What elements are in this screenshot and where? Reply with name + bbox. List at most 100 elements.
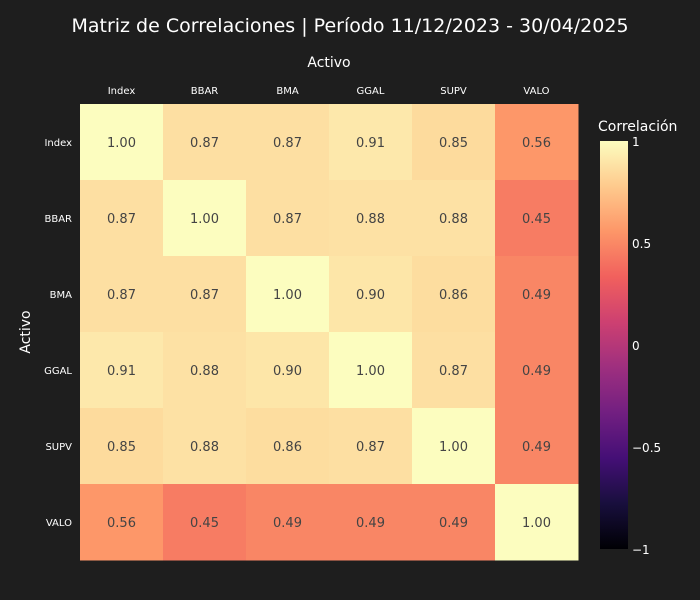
x-tick-label: GGAL xyxy=(357,86,385,97)
heatmap-cell xyxy=(412,256,496,333)
cell-value-label: 0.90 xyxy=(273,364,302,379)
cell-value-label: 0.87 xyxy=(273,136,302,151)
heatmap-cell xyxy=(246,332,330,409)
heatmap-cell xyxy=(412,408,496,485)
heatmap-cell xyxy=(495,408,579,485)
cell-value-label: 1.00 xyxy=(356,364,385,379)
cell-value-label: 0.88 xyxy=(190,364,219,379)
heatmap-cell xyxy=(495,484,579,561)
cell-value-label: 0.45 xyxy=(522,212,551,227)
heatmap-cell xyxy=(246,484,330,561)
heatmap-cell xyxy=(246,180,330,257)
heatmap-cell xyxy=(163,180,247,257)
cell-value-label: 1.00 xyxy=(190,212,219,227)
cell-value-label: 1.00 xyxy=(522,516,551,531)
cell-value-label: 0.87 xyxy=(439,364,468,379)
heatmap-cell xyxy=(163,332,247,409)
heatmap-cell xyxy=(412,332,496,409)
y-tick-label: GGAL xyxy=(44,366,72,377)
heatmap-cell xyxy=(80,484,164,561)
heatmap-cell xyxy=(412,484,496,561)
cell-value-label: 0.87 xyxy=(273,212,302,227)
colorbar-tick-label: 0.5 xyxy=(632,237,651,251)
cell-value-label: 0.86 xyxy=(439,288,468,303)
y-axis-tick-labels: Index BBAR BMA GGAL SUPV VALO xyxy=(44,138,72,529)
heatmap-cell xyxy=(412,104,496,181)
cell-value-label: 0.91 xyxy=(107,364,136,379)
heatmap-cell xyxy=(80,332,164,409)
cell-value-label: 0.85 xyxy=(107,440,136,455)
heatmap-cell xyxy=(80,256,164,333)
colorbar-tick-labels: 1 0.5 0 −0.5 −1 xyxy=(632,135,661,557)
heatmap-cell xyxy=(163,484,247,561)
colorbar xyxy=(600,141,628,549)
heatmap-cell xyxy=(246,256,330,333)
heatmap-cell xyxy=(246,408,330,485)
heatmap-cell xyxy=(495,256,579,333)
heatmap-cell xyxy=(495,332,579,409)
cell-value-label: 0.91 xyxy=(356,136,385,151)
y-axis-title: Activo xyxy=(18,310,34,353)
heatmap-cell xyxy=(163,256,247,333)
heatmap-cell xyxy=(329,256,413,333)
cell-value-label: 0.49 xyxy=(356,516,385,531)
colorbar-tick-label: 0 xyxy=(632,339,640,353)
cell-value-label: 0.45 xyxy=(190,516,219,531)
x-tick-label: Index xyxy=(108,86,136,97)
cell-value-label: 0.90 xyxy=(356,288,385,303)
cell-value-label: 1.00 xyxy=(107,136,136,151)
cell-value-label: 0.88 xyxy=(356,212,385,227)
heatmap-cell xyxy=(80,408,164,485)
heatmap-cell xyxy=(163,408,247,485)
heatmap-cell xyxy=(329,180,413,257)
heatmap-cell xyxy=(329,484,413,561)
x-axis-tick-labels: Index BBAR BMA GGAL SUPV VALO xyxy=(108,86,550,97)
cell-value-label: 0.87 xyxy=(190,288,219,303)
y-tick-label: Index xyxy=(44,138,72,149)
heatmap-cell xyxy=(80,180,164,257)
cell-value-label: 0.56 xyxy=(522,136,551,151)
cell-value-label: 0.86 xyxy=(273,440,302,455)
cell-value-label: 0.85 xyxy=(439,136,468,151)
x-tick-label: VALO xyxy=(523,86,549,97)
heatmap-cell xyxy=(80,104,164,181)
colorbar-tick-label: 1 xyxy=(632,135,640,149)
y-tick-label: SUPV xyxy=(45,442,72,453)
colorbar-tick-label: −0.5 xyxy=(632,441,661,455)
cell-value-label: 0.49 xyxy=(273,516,302,531)
cell-value-label: 0.49 xyxy=(522,440,551,455)
colorbar-tick-label: −1 xyxy=(632,543,650,557)
chart-title: Matriz de Correlaciones | Período 11/12/… xyxy=(71,15,628,37)
heatmap-cell xyxy=(329,408,413,485)
heatmap-cell xyxy=(163,104,247,181)
x-tick-label: BBAR xyxy=(191,86,219,97)
cell-value-label: 0.87 xyxy=(107,288,136,303)
cell-value-label: 0.87 xyxy=(107,212,136,227)
heatmap-cell xyxy=(246,104,330,181)
heatmap-cell xyxy=(495,180,579,257)
x-axis-title: Activo xyxy=(307,55,350,71)
cell-value-label: 0.49 xyxy=(522,288,551,303)
heatmap-cells xyxy=(80,104,579,561)
heatmap-cell-labels: 1.00 0.87 0.87 0.91 0.85 0.56 0.87 1.00 0.87 0.88… xyxy=(107,136,551,531)
heatmap-cell xyxy=(329,332,413,409)
cell-value-label: 0.49 xyxy=(439,516,468,531)
heatmap-cell xyxy=(412,180,496,257)
x-tick-label: BMA xyxy=(276,86,298,97)
y-tick-label: BMA xyxy=(50,290,72,301)
cell-value-label: 1.00 xyxy=(439,440,468,455)
cell-value-label: 0.56 xyxy=(107,516,136,531)
y-tick-label: BBAR xyxy=(44,214,72,225)
y-tick-label: VALO xyxy=(46,518,72,529)
heatmap-cell xyxy=(329,104,413,181)
cell-value-label: 1.00 xyxy=(273,288,302,303)
cell-value-label: 0.49 xyxy=(522,364,551,379)
heatmap-cell xyxy=(495,104,579,181)
cell-value-label: 0.88 xyxy=(190,440,219,455)
cell-value-label: 0.87 xyxy=(190,136,219,151)
cell-value-label: 0.88 xyxy=(439,212,468,227)
cell-value-label: 0.87 xyxy=(356,440,385,455)
x-tick-label: SUPV xyxy=(440,86,467,97)
colorbar-title: Correlación xyxy=(598,119,677,135)
